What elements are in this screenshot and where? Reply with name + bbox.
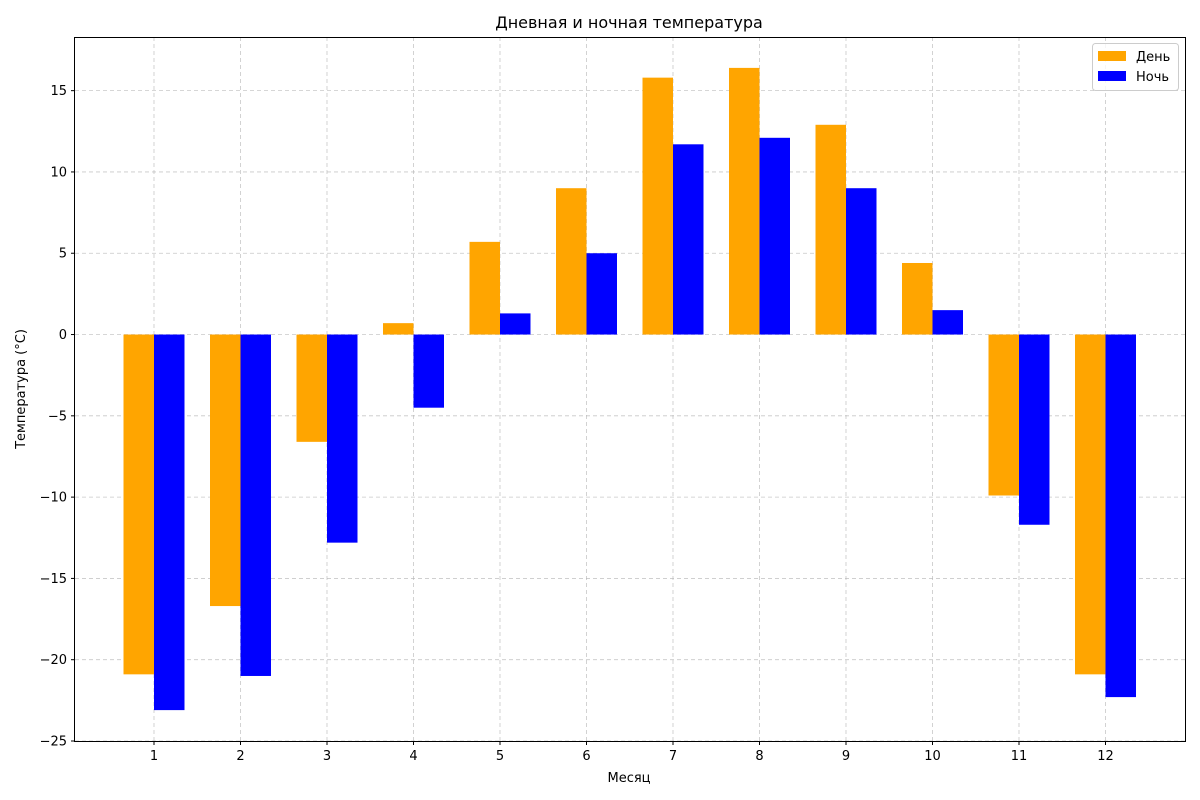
bar-night — [327, 334, 358, 543]
bar-night — [932, 310, 963, 335]
x-tick-label: 4 — [409, 749, 417, 764]
bar-day — [729, 67, 760, 335]
y-tick-label: −5 — [48, 409, 67, 424]
bar-night — [759, 137, 790, 335]
legend-label-day: День — [1136, 50, 1170, 65]
bar-day — [902, 262, 933, 335]
y-tick-label: 10 — [50, 165, 67, 180]
y-tick-label: −25 — [40, 735, 67, 750]
bar-day — [469, 241, 500, 335]
x-tick-label: 9 — [842, 749, 850, 764]
x-axis-label: Месяц — [607, 771, 650, 786]
y-tick-label: −10 — [40, 491, 67, 506]
bar-night — [413, 334, 444, 408]
x-tick-label: 2 — [236, 749, 244, 764]
bar-day — [1075, 334, 1106, 675]
bar-day — [556, 188, 587, 335]
bar-night — [1019, 334, 1050, 525]
y-tick-label: 0 — [59, 328, 67, 343]
bar-day — [642, 77, 673, 335]
bar-day — [988, 334, 1019, 496]
bar-night — [500, 313, 531, 335]
bar-night — [240, 334, 271, 676]
x-tick-label: 7 — [669, 749, 677, 764]
x-tick-label: 6 — [582, 749, 590, 764]
y-tick-label: 5 — [59, 247, 67, 262]
chart-title: Дневная и ночная температура — [495, 13, 763, 32]
legend-label-night: Ночь — [1136, 70, 1169, 85]
bar-day — [123, 334, 154, 675]
legend: День Ночь — [1092, 43, 1179, 91]
x-tick-label: 8 — [755, 749, 763, 764]
bar-day — [815, 124, 846, 335]
legend-swatch-night — [1098, 71, 1126, 81]
bar-night — [846, 188, 877, 335]
x-tick-label: 12 — [1097, 749, 1114, 764]
y-axis-label: Температура (°C) — [14, 329, 29, 450]
bar-night — [154, 334, 185, 711]
bars — [123, 67, 1136, 711]
bar-night — [673, 144, 704, 335]
legend-swatch-day — [1098, 51, 1126, 61]
bar-day — [296, 334, 327, 442]
bar-day — [383, 323, 414, 335]
x-tick-label: 11 — [1011, 749, 1028, 764]
x-tick-label: 3 — [323, 749, 331, 764]
plot-frame — [74, 37, 1186, 742]
bar-day — [210, 334, 241, 607]
x-tick-label: 1 — [150, 749, 158, 764]
y-tick-label: 15 — [50, 84, 67, 99]
bar-night — [586, 253, 617, 335]
y-tick-label: −20 — [40, 653, 67, 668]
bar-night — [1105, 334, 1136, 698]
x-tick-label: 10 — [924, 749, 941, 764]
y-tick-label: −15 — [40, 572, 67, 587]
x-tick-label: 5 — [496, 749, 504, 764]
